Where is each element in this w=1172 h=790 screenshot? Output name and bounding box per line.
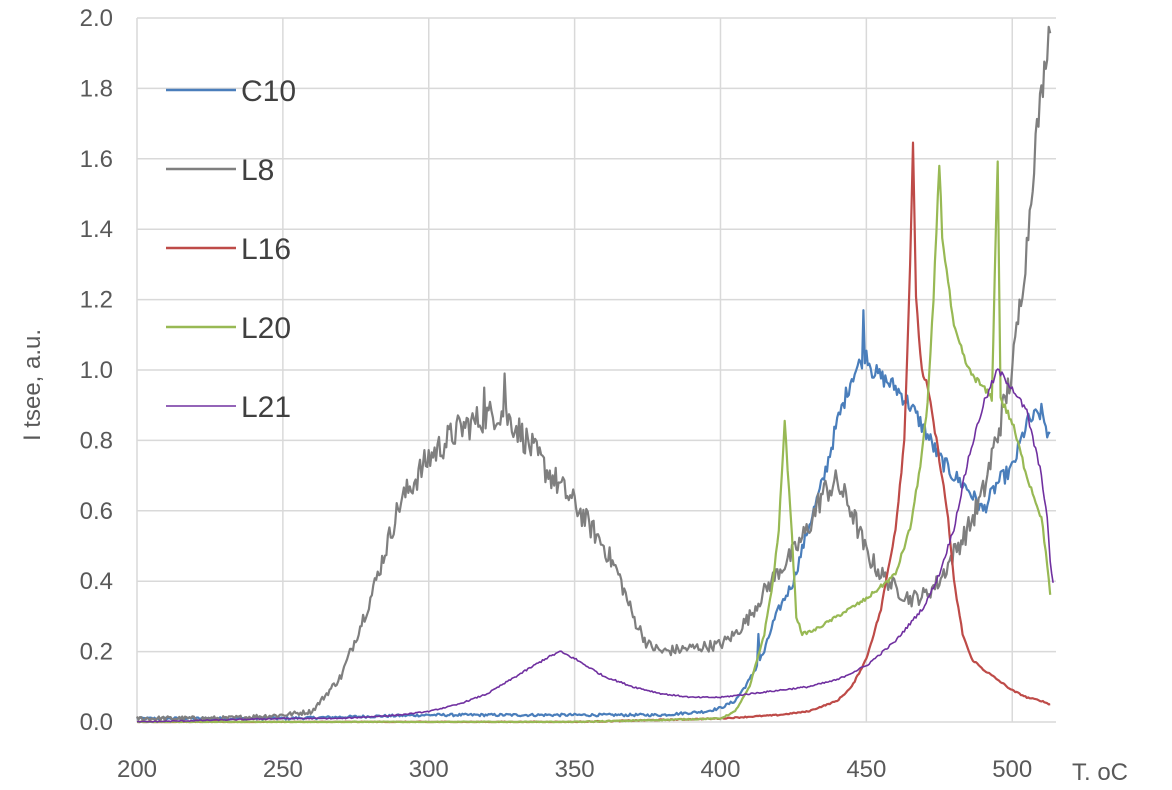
y-tick-label: 0.8 (80, 427, 113, 454)
x-tick-label: 250 (263, 756, 303, 783)
y-tick-label: 1.4 (80, 216, 113, 243)
legend-label: L8 (241, 154, 274, 187)
y-axis-title: I tsee, a.u. (19, 329, 46, 441)
legend-label: L20 (241, 312, 291, 345)
y-tick-label: 1.2 (80, 287, 113, 314)
y-tick-label: 0.0 (80, 709, 113, 736)
series-line-l21 (136, 368, 1054, 723)
x-tick-label: 400 (700, 756, 740, 783)
legend-entry-l20: L20 (166, 312, 291, 345)
y-tick-label: 1.0 (80, 357, 113, 384)
legend-label: L21 (241, 391, 291, 424)
series-line-l20 (137, 160, 1052, 724)
grid-layer (136, 17, 1056, 723)
series-layer (136, 25, 1054, 724)
y-tick-label: 1.6 (80, 146, 113, 173)
legend-entry-l16: L16 (166, 233, 291, 266)
y-tick-label: 0.2 (80, 639, 113, 666)
y-tick-label: 1.8 (80, 75, 113, 102)
legend-entry-c10: C10 (166, 75, 296, 108)
x-tick-label: 300 (409, 756, 449, 783)
ticks-layer: 0.0 0.2 0.4 0.6 0.8 1.0 1.2 1.4 1.6 1.8 2.0 200 250 3… (80, 5, 1033, 783)
x-tick-label: 200 (117, 756, 157, 783)
x-tick-label: 450 (846, 756, 886, 783)
legend-label: L16 (241, 233, 291, 266)
series-line-l8 (136, 25, 1052, 722)
legend-entry-l21: L21 (166, 391, 291, 424)
legend-label: C10 (241, 75, 296, 108)
y-tick-label: 2.0 (80, 5, 113, 32)
x-tick-label: 500 (992, 756, 1032, 783)
x-tick-label: 350 (555, 756, 595, 783)
legend-entry-l8: L8 (166, 154, 274, 187)
y-tick-label: 0.4 (80, 568, 113, 595)
x-axis-title: T. oC (1072, 759, 1128, 786)
legend: C10 L8 L16 L20 L21 (166, 75, 296, 424)
y-tick-label: 0.6 (80, 498, 113, 525)
